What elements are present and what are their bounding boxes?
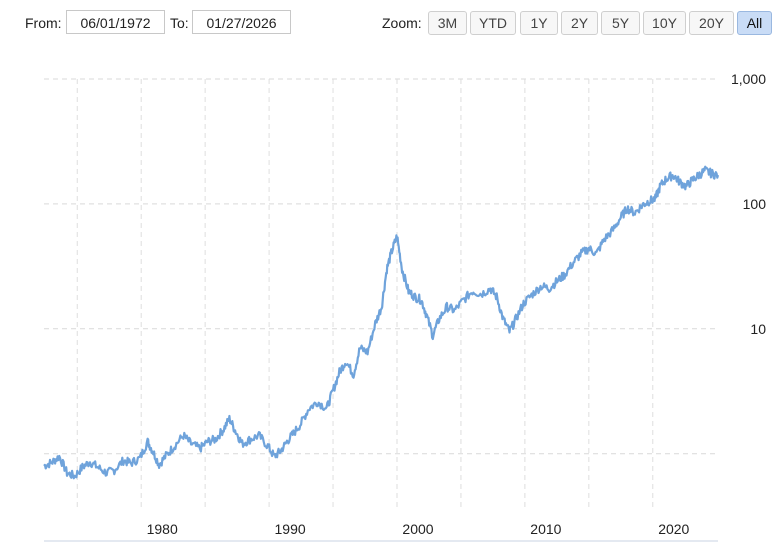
zoom-button-all[interactable]: All (737, 11, 772, 35)
grid-lines (44, 78, 718, 508)
x-tick-label: 2000 (402, 521, 433, 537)
to-date-input[interactable]: 01/27/2026 (192, 10, 291, 34)
zoom-button-5y[interactable]: 5Y (601, 11, 640, 35)
zoom-button-20y[interactable]: 20Y (689, 11, 734, 35)
series-layer (43, 165, 720, 480)
zoom-button-ytd[interactable]: YTD (470, 11, 516, 35)
zoom-button-1y[interactable]: 1Y (520, 11, 558, 35)
zoom-button-10y[interactable]: 10Y (643, 11, 686, 35)
zoom-label: Zoom: (382, 15, 422, 31)
axis-layer: 1,000 100 10 1980 1990 2000 2010 2020 (44, 71, 767, 542)
price-series-line-0 (43, 165, 720, 480)
range-toolbar: From: 06/01/1972 To: 01/27/2026 Zoom: 3M… (0, 0, 776, 44)
to-label: To: (170, 15, 189, 31)
x-tick-label: 2010 (530, 521, 561, 537)
x-tick-label: 1980 (147, 521, 178, 537)
x-tick-label: 2020 (658, 521, 689, 537)
y-tick-label: 10 (750, 321, 766, 337)
x-tick-label: 1990 (275, 521, 306, 537)
from-date-input[interactable]: 06/01/1972 (66, 10, 165, 34)
from-label: From: (25, 15, 62, 31)
y-tick-label: 1,000 (731, 71, 766, 87)
zoom-button-2y[interactable]: 2Y (561, 11, 598, 35)
y-tick-label: 100 (743, 196, 767, 212)
zoom-button-3m[interactable]: 3M (428, 11, 467, 35)
